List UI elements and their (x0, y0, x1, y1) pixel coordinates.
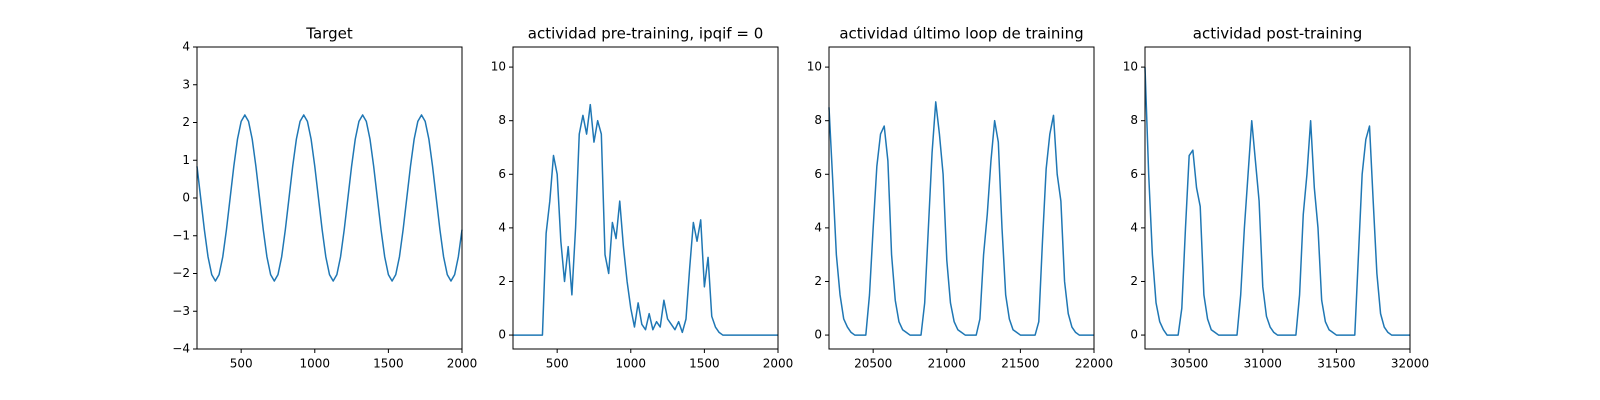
x-tick-label: 500 (230, 357, 253, 371)
y-tick-label: 4 (1130, 220, 1138, 234)
y-tick-label: 2 (182, 115, 190, 129)
x-tick-label: 32000 (1391, 357, 1429, 371)
y-tick-label: 0 (814, 328, 822, 342)
data-line (1144, 67, 1410, 336)
axes-frame (196, 46, 463, 350)
data-line (513, 103, 778, 336)
x-tick-label: 22000 (1075, 357, 1113, 371)
y-tick-label: 4 (498, 220, 506, 234)
y-tick-label: −4 (172, 342, 190, 356)
x-tick-label: 1000 (616, 357, 647, 371)
x-tick-label: 2000 (763, 357, 794, 371)
chart-title: actividad pre-training, ipqif = 0 (528, 25, 764, 43)
data-line (828, 101, 1094, 336)
x-tick-label: 31500 (1317, 357, 1355, 371)
y-tick-label: 4 (814, 220, 822, 234)
x-tick-label: 21500 (1001, 357, 1039, 371)
x-tick-label: 2000 (447, 357, 478, 371)
y-tick-label: 8 (1130, 113, 1138, 127)
y-tick-label: 0 (1130, 328, 1138, 342)
x-tick-label: 1500 (373, 357, 404, 371)
y-tick-label: −3 (172, 304, 190, 318)
y-tick-label: 0 (182, 191, 190, 205)
y-tick-label: 2 (814, 274, 822, 288)
x-tick-label: 31000 (1244, 357, 1282, 371)
chart-title: Target (305, 25, 353, 43)
data-line (196, 114, 463, 282)
y-tick-label: 0 (498, 328, 506, 342)
y-tick-label: 6 (498, 167, 506, 181)
x-tick-label: 20500 (854, 357, 892, 371)
y-tick-label: 2 (498, 274, 506, 288)
y-tick-label: 6 (814, 167, 822, 181)
y-tick-label: −2 (172, 266, 190, 280)
chart-title: actividad post-training (1193, 25, 1362, 43)
axes-frame (828, 46, 1095, 350)
x-tick-label: 21000 (928, 357, 966, 371)
x-tick-label: 1500 (689, 357, 720, 371)
x-tick-label: 30500 (1170, 357, 1208, 371)
x-tick-label: 500 (546, 357, 569, 371)
axes-frame (1144, 46, 1411, 350)
y-tick-label: 2 (1130, 274, 1138, 288)
y-tick-label: 8 (498, 113, 506, 127)
y-tick-label: −1 (172, 228, 190, 242)
y-tick-label: 10 (807, 60, 822, 74)
y-tick-label: 3 (182, 77, 190, 91)
x-tick-label: 1000 (300, 357, 331, 371)
y-tick-label: 8 (814, 113, 822, 127)
y-tick-label: 10 (1123, 60, 1138, 74)
chart-title: actividad último loop de training (839, 25, 1083, 43)
y-tick-label: 6 (1130, 167, 1138, 181)
axes-frame (512, 46, 779, 350)
y-tick-label: 4 (182, 40, 190, 54)
y-tick-label: 10 (491, 60, 506, 74)
y-tick-label: 1 (182, 153, 190, 167)
